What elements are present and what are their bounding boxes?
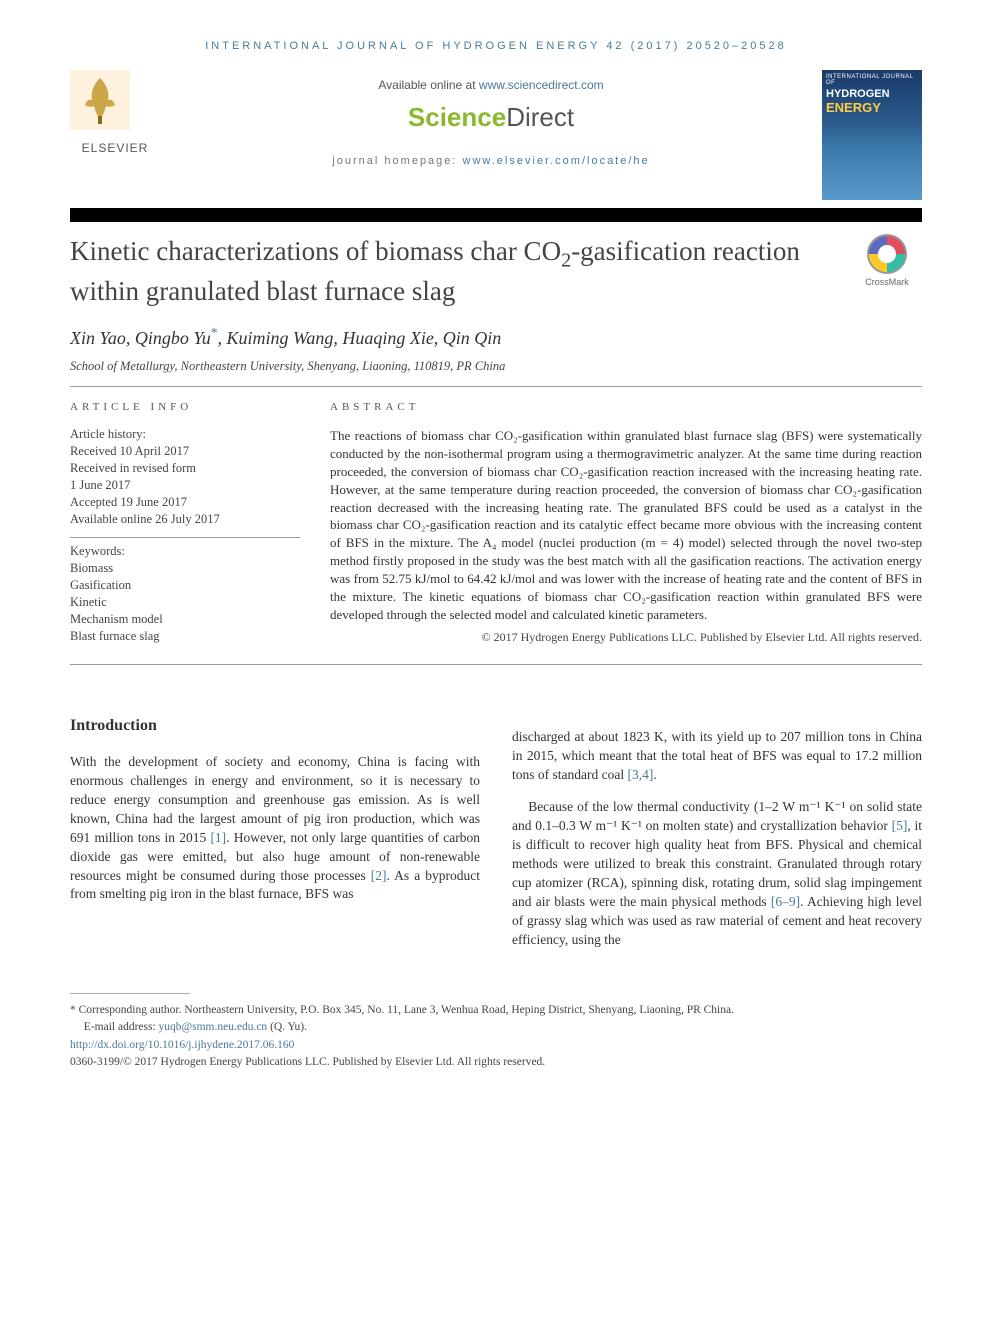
bottom-rule [70,664,922,665]
history-label: Article history: [70,427,300,442]
authors-line: Xin Yao, Qingbo Yu*, Kuiming Wang, Huaqi… [70,325,922,349]
ref-link-5[interactable]: [5] [892,818,908,833]
info-abstract-row: ARTICLE INFO Article history: Received 1… [70,401,922,646]
abstract-text: The reactions of biomass char CO₂-gasifi… [330,427,922,624]
article-info-heading: ARTICLE INFO [70,401,300,413]
sciencedirect-link[interactable]: www.sciencedirect.com [479,78,604,92]
history-line: Accepted 19 June 2017 [70,495,300,510]
black-separator-bar [70,208,922,222]
journal-homepage-line: journal homepage: www.elsevier.com/locat… [160,155,822,167]
email-line: E-mail address: yuqb@smm.neu.edu.cn (Q. … [70,1019,922,1036]
available-online-text: Available online at www.sciencedirect.co… [160,78,822,92]
masthead-row: ELSEVIER Available online at www.science… [70,70,922,200]
sd-logo-word1: Science [408,102,506,132]
ref-link-2[interactable]: [2] [371,868,387,883]
abstract-column: ABSTRACT The reactions of biomass char C… [330,401,922,646]
crossmark-icon [867,234,907,274]
issn-copyright-line: 0360-3199/© 2017 Hydrogen Energy Publica… [70,1054,922,1071]
elsevier-tree-icon [70,70,130,130]
ref-link-1[interactable]: [1] [210,830,226,845]
journal-homepage-link[interactable]: www.elsevier.com/locate/he [463,155,650,167]
sciencedirect-block: Available online at www.sciencedirect.co… [160,70,822,167]
keyword: Blast furnace slag [70,629,300,644]
keywords-list: Biomass Gasification Kinetic Mechanism mode… [70,561,300,644]
history-line: Available online 26 July 2017 [70,512,300,527]
right-column: discharged at about 1823 K, with its yie… [512,715,922,963]
history-list: Received 10 April 2017 Received in revise… [70,444,300,527]
journal-cover-thumbnail: INTERNATIONAL JOURNAL OF HYDROGEN ENERGY [822,70,922,200]
keyword: Gasification [70,578,300,593]
cover-line3: ENERGY [826,100,918,115]
history-line: Received 10 April 2017 [70,444,300,459]
history-line: Received in revised form [70,461,300,476]
doi-link[interactable]: http://dx.doi.org/10.1016/j.ijhydene.201… [70,1039,294,1051]
abstract-copyright: © 2017 Hydrogen Energy Publications LLC.… [330,630,922,645]
keyword: Kinetic [70,595,300,610]
intro-paragraph-1-cont: discharged at about 1823 K, with its yie… [512,728,922,785]
keyword: Mechanism model [70,612,300,627]
corresponding-author-note: * Corresponding author. Northeastern Uni… [70,1002,922,1019]
left-column: Introduction With the development of soc… [70,715,480,963]
journal-citation-header: INTERNATIONAL JOURNAL OF HYDROGEN ENERGY… [70,40,922,52]
article-title: Kinetic characterizations of biomass cha… [70,234,832,309]
affiliation: School of Metallurgy, Northeastern Unive… [70,359,922,374]
info-rule [70,537,300,538]
abstract-heading: ABSTRACT [330,401,922,413]
cover-line1: INTERNATIONAL JOURNAL OF [826,74,918,86]
email-link[interactable]: yuqb@smm.neu.edu.cn [159,1021,268,1033]
history-line: 1 June 2017 [70,478,300,493]
ref-link-69[interactable]: [6–9] [771,894,800,909]
footnotes: * Corresponding author. Northeastern Uni… [70,1002,922,1071]
keywords-label: Keywords: [70,544,300,559]
keyword: Biomass [70,561,300,576]
sd-logo-word2: Direct [506,102,574,132]
footnote-separator [70,993,190,994]
publisher-name: ELSEVIER [70,141,160,155]
sciencedirect-logo: ScienceDirect [160,102,822,133]
article-info-column: ARTICLE INFO Article history: Received 1… [70,401,300,646]
intro-paragraph-2: Because of the low thermal conductivity … [512,798,922,949]
crossmark-badge[interactable]: CrossMark [852,234,922,287]
title-row: Kinetic characterizations of biomass cha… [70,234,922,309]
cover-line2: HYDROGEN [826,88,918,100]
intro-paragraph-1: With the development of society and econ… [70,753,480,904]
ref-link-34[interactable]: [3,4] [627,767,653,782]
body-columns: Introduction With the development of soc… [70,715,922,963]
crossmark-label: CrossMark [852,277,922,287]
publisher-logo: ELSEVIER [70,70,160,155]
top-rule [70,386,922,387]
introduction-heading: Introduction [70,715,480,737]
